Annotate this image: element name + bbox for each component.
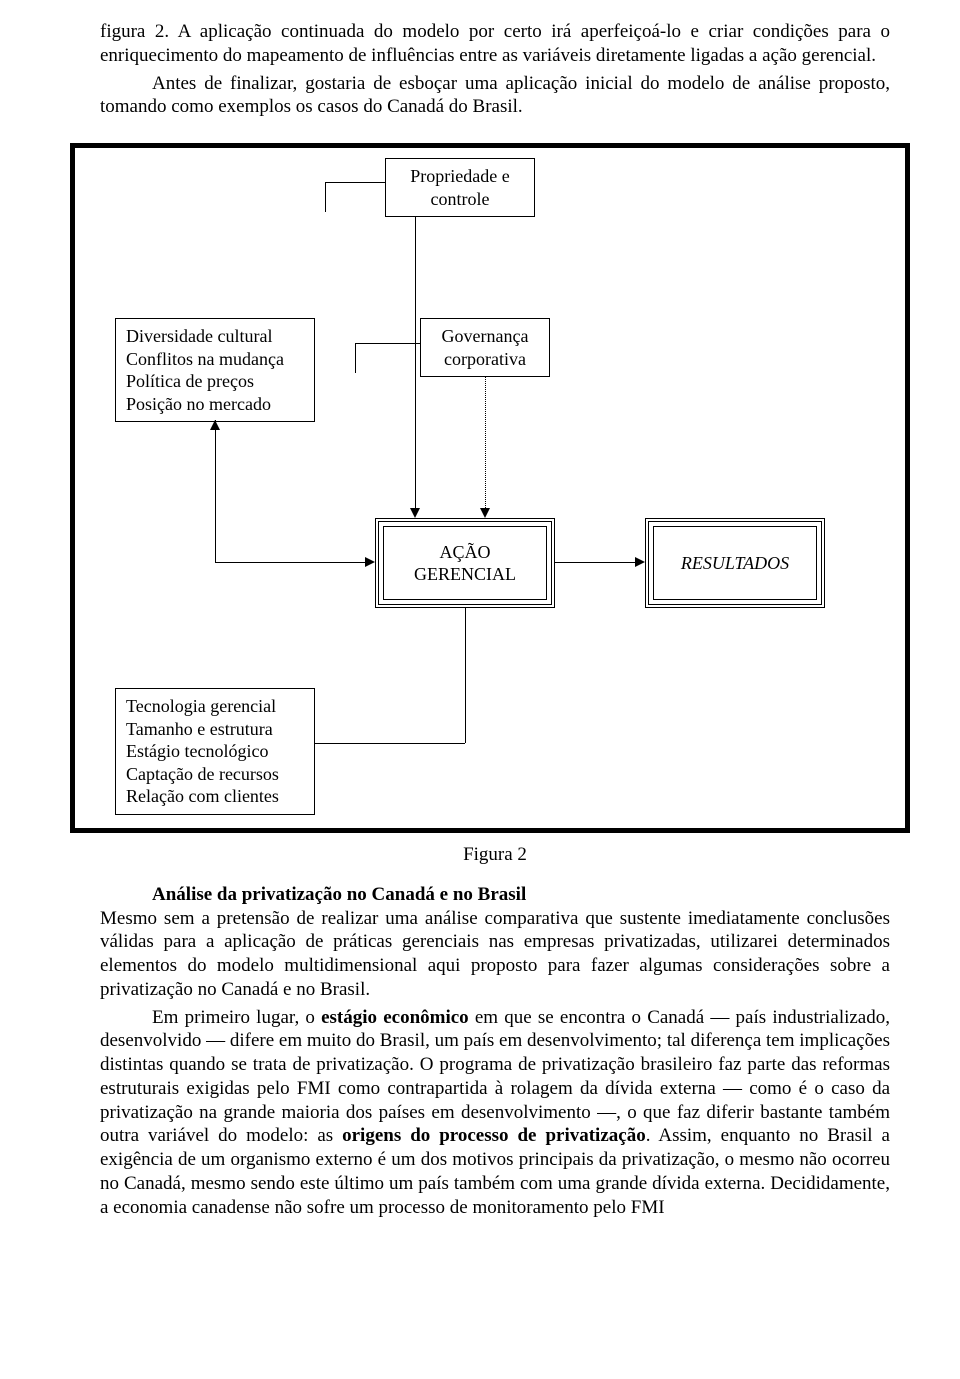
- conn-prop-gov-h: [355, 343, 420, 344]
- diagram-frame: Propriedade e controle Diversidade cultu…: [70, 143, 910, 833]
- conn-prop-acao-v: [415, 216, 416, 508]
- node-propriedade-label: Propriedade e controle: [410, 166, 509, 209]
- node-acao-inner: AÇÃO GERENCIAL: [383, 526, 547, 600]
- paragraph-1: figura 2. A aplicação continuada do mode…: [100, 20, 890, 68]
- node-resultados-label: RESULTADOS: [681, 552, 789, 575]
- conn-prop-left-v: [325, 182, 326, 212]
- arrow-div-up: [210, 420, 220, 430]
- p4-a: Em primeiro lugar, o: [152, 1007, 321, 1028]
- node-resultados-inner: RESULTADOS: [653, 526, 817, 600]
- node-acao: AÇÃO GERENCIAL: [375, 518, 555, 608]
- node-propriedade: Propriedade e controle: [385, 158, 535, 217]
- node-governanca-label: Governança corporativa: [442, 326, 529, 369]
- conn-div-h: [215, 562, 365, 563]
- page: figura 2. A aplicação continuada do mode…: [0, 0, 960, 1243]
- node-diversidade: Diversidade cultural Conflitos na mudanç…: [115, 318, 315, 422]
- node-diversidade-label: Diversidade cultural Conflitos na mudanç…: [126, 326, 284, 414]
- paragraph-3: Mesmo sem a pretensão de realizar uma an…: [100, 908, 890, 1000]
- conn-prop-left-h: [325, 182, 385, 183]
- p4-b-bold: estágio econômico: [321, 1007, 469, 1028]
- arrow-gov-acao: [480, 508, 490, 518]
- p4-d-bold: origens do processo de privatização: [342, 1125, 646, 1146]
- node-governanca: Governança corporativa: [420, 318, 550, 377]
- conn-tec-h: [315, 743, 465, 744]
- paragraph-4: Em primeiro lugar, o estágio econômico e…: [100, 1006, 890, 1220]
- conn-acao-res: [555, 562, 635, 563]
- node-tecnologia: Tecnologia gerencial Tamanho e estrutura…: [115, 688, 315, 815]
- node-acao-label: AÇÃO GERENCIAL: [414, 541, 516, 586]
- figure-caption: Figura 2: [100, 843, 890, 867]
- arrow-acao-res: [635, 557, 645, 567]
- arrow-prop-acao: [410, 508, 420, 518]
- arrow-div-right: [365, 557, 375, 567]
- conn-prop-gov-v: [355, 343, 356, 373]
- section-block: Análise da privatização no Canadá e no B…: [100, 883, 890, 1002]
- section-title: Análise da privatização no Canadá e no B…: [152, 884, 526, 905]
- conn-div-v: [215, 420, 216, 563]
- paragraph-2: Antes de finalizar, gostaria de esboçar …: [100, 72, 890, 120]
- node-resultados: RESULTADOS: [645, 518, 825, 608]
- node-tecnologia-label: Tecnologia gerencial Tamanho e estrutura…: [126, 696, 279, 806]
- conn-gov-acao: [485, 376, 486, 508]
- conn-tec-v: [465, 608, 466, 743]
